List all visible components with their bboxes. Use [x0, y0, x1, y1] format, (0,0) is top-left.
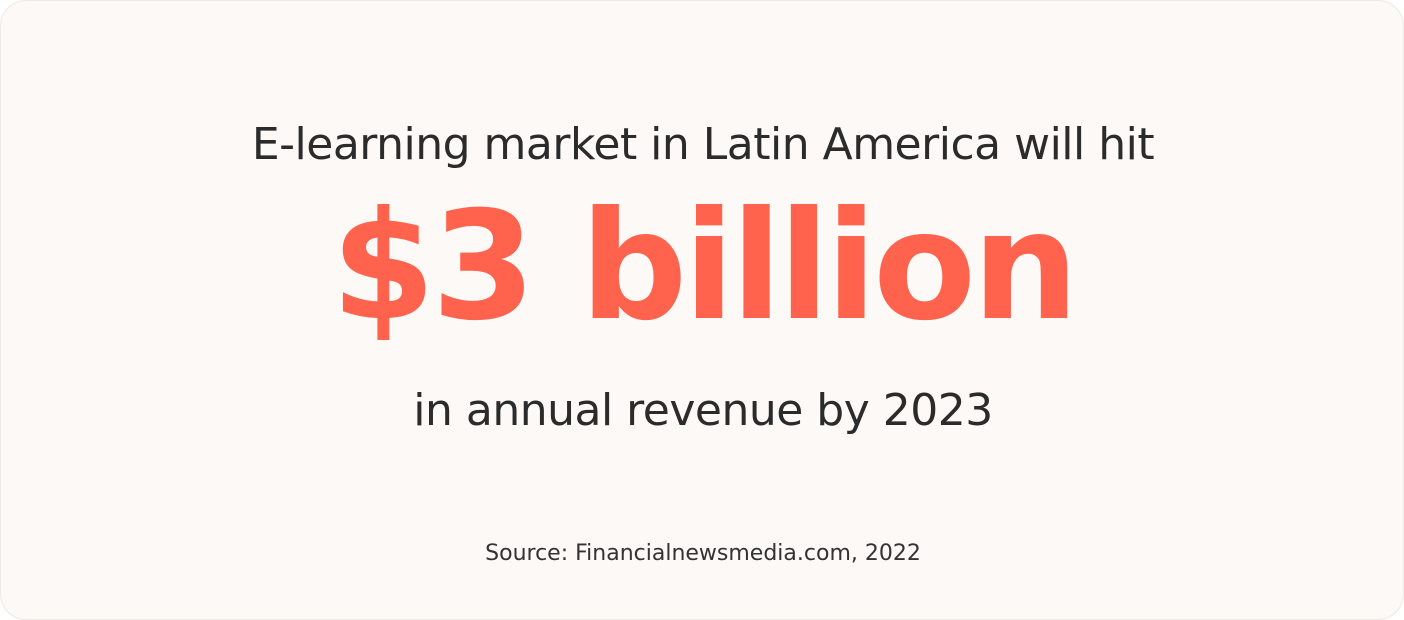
headline: E-learning market in Latin America will …: [251, 119, 1155, 170]
subline: in annual revenue by 2023: [413, 385, 993, 436]
figure: $3 billion: [331, 180, 1079, 354]
source: Source: Financialnewsmedia.com, 2022: [485, 541, 921, 566]
